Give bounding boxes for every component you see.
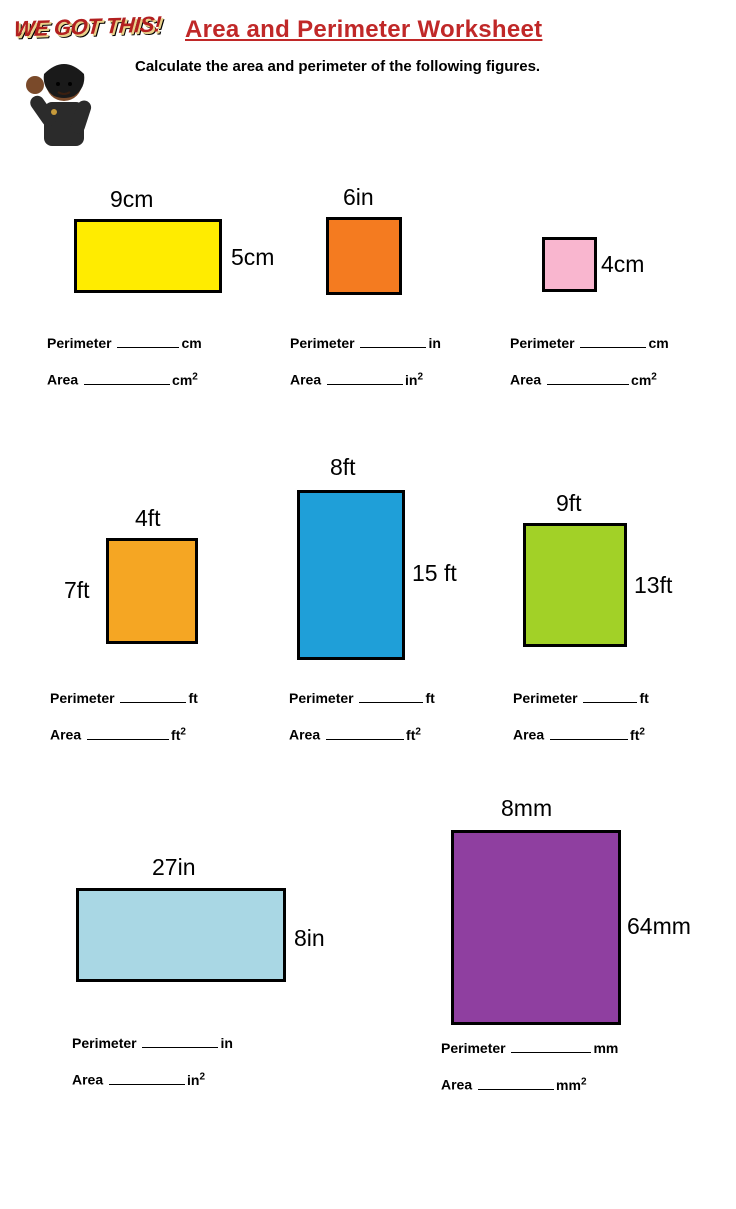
fig8-dim-1: 64mm: [627, 913, 691, 940]
fig1-shape: [74, 219, 222, 293]
perimeter-blank[interactable]: [580, 336, 646, 348]
perimeter-label: Perimeter: [72, 1035, 137, 1051]
perimeter-blank[interactable]: [359, 691, 423, 703]
fig3-shape: [542, 237, 597, 292]
perimeter-blank[interactable]: [583, 691, 637, 703]
banner-text: WE GOT THIS!: [13, 11, 162, 42]
fig5-area-line: Area ft2: [289, 726, 421, 743]
perimeter-blank[interactable]: [360, 336, 426, 348]
area-unit: ft2: [171, 727, 186, 743]
fig5-dim-0: 8ft: [330, 454, 356, 481]
area-label: Area: [47, 372, 78, 388]
area-unit: ft2: [406, 727, 421, 743]
page-subtitle: Calculate the area and perimeter of the …: [135, 58, 540, 75]
area-blank[interactable]: [550, 728, 628, 740]
fig1-perimeter-line: Perimeter cm: [47, 335, 202, 351]
fig2-area-line: Area in2: [290, 371, 423, 388]
page-title: Area and Perimeter Worksheet: [185, 16, 542, 44]
area-label: Area: [290, 372, 321, 388]
fig6-shape: [523, 523, 627, 647]
fig3-perimeter-line: Perimeter cm: [510, 335, 669, 351]
area-unit: in2: [187, 1072, 205, 1088]
perimeter-unit: ft: [188, 690, 197, 706]
fig3-dim-0: 4cm: [601, 251, 644, 278]
fig7-dim-1: 8in: [294, 925, 325, 952]
perimeter-blank[interactable]: [511, 1041, 591, 1053]
perimeter-blank[interactable]: [120, 691, 186, 703]
fig1-area-line: Area cm2: [47, 371, 198, 388]
fig2-shape: [326, 217, 402, 295]
area-blank[interactable]: [478, 1078, 554, 1090]
fig8-perimeter-line: Perimeter mm: [441, 1040, 618, 1056]
perimeter-unit: mm: [593, 1040, 618, 1056]
area-unit: cm2: [172, 372, 198, 388]
perimeter-unit: ft: [639, 690, 648, 706]
area-blank[interactable]: [109, 1073, 185, 1085]
area-label: Area: [289, 727, 320, 743]
area-label: Area: [50, 727, 81, 743]
fig1-dim-0: 9cm: [110, 186, 153, 213]
fig4-perimeter-line: Perimeter ft: [50, 690, 198, 706]
perimeter-blank[interactable]: [142, 1036, 218, 1048]
fig6-area-line: Area ft2: [513, 726, 645, 743]
area-blank[interactable]: [327, 373, 403, 385]
area-blank[interactable]: [326, 728, 404, 740]
fig4-dim-1: 7ft: [64, 577, 90, 604]
fig6-dim-1: 13ft: [634, 572, 672, 599]
fig6-perimeter-line: Perimeter ft: [513, 690, 649, 706]
area-label: Area: [72, 1072, 103, 1088]
fig4-shape: [106, 538, 198, 644]
area-label: Area: [510, 372, 541, 388]
area-blank[interactable]: [547, 373, 629, 385]
area-label: Area: [513, 727, 544, 743]
fig7-dim-0: 27in: [152, 854, 195, 881]
perimeter-unit: cm: [648, 335, 668, 351]
perimeter-label: Perimeter: [47, 335, 112, 351]
perimeter-label: Perimeter: [289, 690, 354, 706]
perimeter-label: Perimeter: [441, 1040, 506, 1056]
character-avatar: [14, 40, 110, 155]
area-blank[interactable]: [87, 728, 169, 740]
fig2-dim-0: 6in: [343, 184, 374, 211]
fig6-dim-0: 9ft: [556, 490, 582, 517]
perimeter-unit: in: [428, 335, 440, 351]
fig1-dim-1: 5cm: [231, 244, 274, 271]
perimeter-label: Perimeter: [290, 335, 355, 351]
fig8-dim-0: 8mm: [501, 795, 552, 822]
fig2-perimeter-line: Perimeter in: [290, 335, 441, 351]
fig5-shape: [297, 490, 405, 660]
perimeter-blank[interactable]: [117, 336, 179, 348]
area-unit: ft2: [630, 727, 645, 743]
area-blank[interactable]: [84, 373, 170, 385]
area-unit: cm2: [631, 372, 657, 388]
fig7-shape: [76, 888, 286, 982]
fig7-area-line: Area in2: [72, 1071, 205, 1088]
perimeter-unit: ft: [425, 690, 434, 706]
area-unit: in2: [405, 372, 423, 388]
fig4-area-line: Area ft2: [50, 726, 186, 743]
perimeter-label: Perimeter: [513, 690, 578, 706]
fig8-area-line: Area mm2: [441, 1076, 587, 1093]
fig3-area-line: Area cm2: [510, 371, 657, 388]
fig4-dim-0: 4ft: [135, 505, 161, 532]
fig8-shape: [451, 830, 621, 1025]
area-unit: mm2: [556, 1077, 586, 1093]
fig5-perimeter-line: Perimeter ft: [289, 690, 435, 706]
perimeter-label: Perimeter: [50, 690, 115, 706]
fig5-dim-1: 15 ft: [412, 560, 457, 587]
area-label: Area: [441, 1077, 472, 1093]
perimeter-unit: in: [220, 1035, 232, 1051]
perimeter-unit: cm: [181, 335, 201, 351]
perimeter-label: Perimeter: [510, 335, 575, 351]
fig7-perimeter-line: Perimeter in: [72, 1035, 233, 1051]
